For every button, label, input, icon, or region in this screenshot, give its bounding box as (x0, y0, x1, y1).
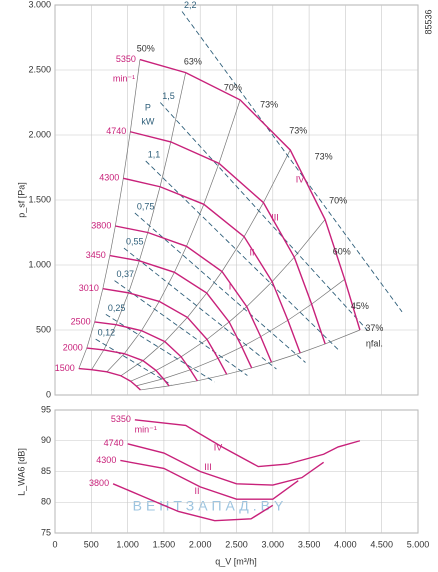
y-tick-label: 80 (41, 497, 51, 507)
power-label: 0,55 (126, 236, 144, 246)
x-tick-label: 4.000 (334, 539, 357, 549)
x-tick-label: 0 (52, 539, 57, 549)
annotation: III (271, 212, 279, 222)
curve (102, 287, 228, 375)
curve-label: 3010 (79, 283, 99, 293)
annotation: 73% (289, 125, 307, 135)
curve-label: 4300 (99, 173, 119, 183)
annotation: II (249, 247, 254, 257)
curve (86, 347, 170, 387)
power-line (134, 212, 306, 363)
curve (94, 321, 198, 382)
power-line (159, 102, 368, 331)
curve (134, 419, 361, 468)
y-tick-label: 85 (41, 466, 51, 476)
y-tick-label: 75 (41, 527, 51, 537)
curve-label: 2000 (63, 342, 83, 352)
x-axis-label: q_V [m³/h] (215, 556, 257, 566)
annotation: I (229, 281, 232, 291)
x-tick-label: 1.500 (153, 539, 176, 549)
x-tick-label: 4.500 (370, 539, 393, 549)
y-tick-label: 1.500 (28, 194, 51, 204)
power-label: 1,5 (162, 91, 175, 101)
curve (127, 443, 325, 486)
y-tick-label: 2.000 (28, 129, 51, 139)
curve-label: 3450 (86, 250, 106, 260)
curve (139, 58, 361, 331)
y-tick-label: 0 (46, 389, 51, 399)
annotation: kW (141, 116, 155, 126)
annotation: 37% (365, 323, 383, 333)
x-tick-label: 5.000 (407, 539, 430, 549)
power-line (105, 314, 215, 383)
power-label: 2,2 (184, 0, 197, 10)
curve-label: 2500 (71, 316, 91, 326)
corner-label: 85536 (423, 9, 433, 34)
annotation: min⁻¹ (113, 73, 135, 83)
watermark: ВЕНТЗАПАД.BY (133, 498, 288, 514)
x-tick-label: 2.500 (225, 539, 248, 549)
curve-label: 4740 (106, 126, 126, 136)
power-line (114, 280, 248, 376)
power-line (95, 338, 172, 385)
x-tick-label: 500 (84, 539, 99, 549)
curve-label: 4300 (96, 455, 116, 465)
annotation: 70% (329, 196, 347, 206)
y-tick-label: 2.500 (28, 64, 51, 74)
curve-label: 1500 (55, 363, 75, 373)
curve-label: 4740 (104, 438, 124, 448)
curve-label: 3800 (89, 478, 109, 488)
annotation: 63% (184, 57, 202, 67)
annotation: 45% (351, 301, 369, 311)
power-label: 0,37 (117, 269, 135, 279)
x-tick-label: 1.000 (116, 539, 139, 549)
curve (120, 459, 299, 500)
annotation: ηfal. (366, 339, 383, 349)
power-line (123, 247, 277, 370)
y-tick-label: 3.000 (28, 0, 51, 9)
annotation: 70% (224, 83, 242, 93)
curve (130, 131, 326, 345)
curve (123, 177, 301, 354)
power-label: 0,75 (137, 201, 155, 211)
y-tick-label: 500 (36, 324, 51, 334)
annotation: IV (214, 443, 223, 453)
annotation: min⁻¹ (135, 425, 157, 435)
x-tick-label: 2.000 (189, 539, 212, 549)
power-label: 1,1 (148, 149, 161, 159)
curve (112, 483, 274, 522)
y-tick-label: 95 (41, 404, 51, 414)
x-tick-label: 3.000 (262, 539, 285, 549)
annotation: 60% (333, 246, 351, 256)
y-axis-label: L_WA6 [dB] (16, 448, 26, 496)
y-tick-label: 1.000 (28, 259, 51, 269)
curve-label: 5350 (116, 54, 136, 64)
power-label: 0,25 (108, 303, 126, 313)
y-tick-label: 90 (41, 435, 51, 445)
annotation: II (194, 486, 199, 496)
x-tick-label: 3.500 (298, 539, 321, 549)
power-line (145, 160, 339, 350)
curve-label: 3800 (91, 220, 111, 230)
annotation: 50% (137, 44, 155, 54)
y-axis-label: p_sf [Pa] (16, 182, 26, 218)
annotation: III (204, 462, 212, 472)
power-line (181, 11, 403, 313)
power-label: 0,12 (98, 327, 116, 337)
curve (78, 367, 141, 391)
curve (109, 254, 253, 369)
curve (115, 225, 273, 363)
annotation: P (145, 102, 151, 112)
annotation: 73% (315, 151, 333, 161)
annotation: 73% (260, 99, 278, 109)
annotation: IV (296, 174, 305, 184)
curve-label: 5350 (111, 414, 131, 424)
